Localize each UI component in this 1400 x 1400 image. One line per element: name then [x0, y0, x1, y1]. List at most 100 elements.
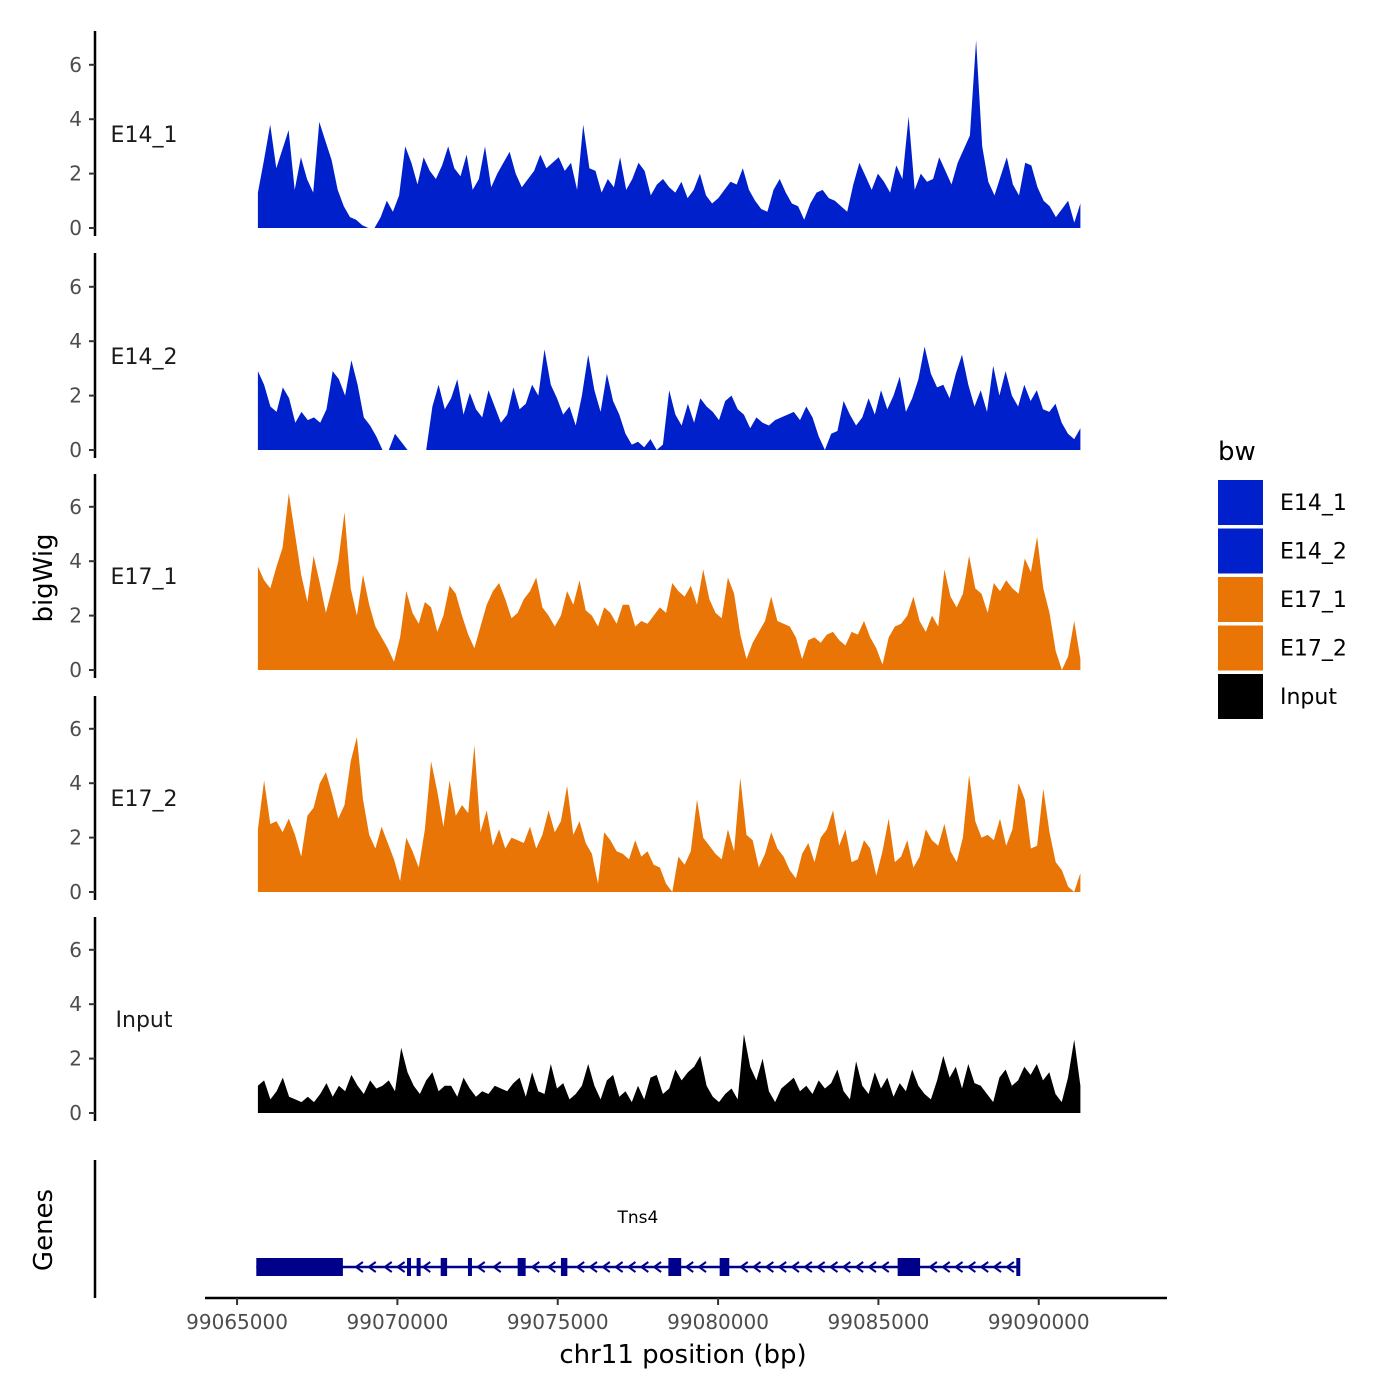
y-tick-label: 2 — [69, 384, 82, 408]
strand-arrow — [751, 1261, 762, 1273]
legend-swatch-E14_1 — [1218, 480, 1263, 525]
strand-arrow — [953, 1261, 964, 1273]
y-tick-label: 6 — [69, 53, 82, 77]
strand-arrow — [530, 1261, 540, 1273]
track-Input: 0 2 4 6 Input — [69, 917, 1081, 1125]
y-tick-label: 0 — [69, 1101, 82, 1125]
legend-label-E14_2: E14_2 — [1280, 540, 1347, 565]
strand-arrow — [492, 1261, 502, 1273]
y-tick-label: 4 — [69, 771, 82, 795]
strand-arrow — [880, 1261, 890, 1273]
track-E17_1: 0 2 4 6 E17_1 — [69, 474, 1081, 682]
x-axis-title: chr11 position (bp) — [559, 1340, 806, 1370]
y-tick-label: 0 — [69, 880, 82, 904]
y-tick-label: 6 — [69, 275, 82, 299]
y-tick-label: 2 — [69, 604, 82, 628]
track-label: E14_2 — [111, 345, 178, 370]
track-label: Input — [116, 1008, 173, 1033]
strand-arrow — [992, 1261, 1002, 1273]
legend: bw E14_1 E14_2 E17_1 E17_2 Input — [1218, 437, 1347, 719]
strand-arrow — [476, 1261, 486, 1273]
track-E17_2: 0 2 4 6 E17_2 — [69, 696, 1081, 904]
strand-arrow — [1005, 1261, 1015, 1273]
legend-swatch-E14_2 — [1218, 528, 1263, 574]
strand-arrow — [697, 1261, 707, 1273]
strand-arrow — [588, 1261, 598, 1273]
x-tick-label: 99070000 — [347, 1310, 449, 1334]
legend-title: bw — [1218, 437, 1256, 467]
strand-arrow — [421, 1261, 431, 1273]
legend-swatch-Input — [1218, 674, 1263, 719]
exon-block — [467, 1258, 472, 1276]
strand-arrow — [575, 1261, 585, 1273]
strand-arrow — [966, 1261, 976, 1273]
signal-area-E17_1 — [257, 493, 1081, 670]
strand-arrow — [764, 1261, 774, 1273]
exon-block — [440, 1258, 448, 1276]
strand-arrow — [790, 1261, 800, 1273]
legend-label-E17_2: E17_2 — [1280, 637, 1347, 662]
strand-arrow — [979, 1261, 989, 1273]
y-tick-label: 4 — [69, 549, 82, 573]
strand-arrow — [395, 1261, 406, 1273]
track-E14_2: 0 2 4 6 E14_2 — [69, 253, 1081, 462]
track-label: E14_1 — [111, 123, 178, 148]
gene-name-label: Tns4 — [616, 1208, 658, 1228]
y-tick-label: 4 — [69, 107, 82, 131]
genes-panel-title: Genes — [29, 1189, 59, 1271]
signal-area-E17_2 — [257, 737, 1081, 892]
bigwig-tracks: 0 2 4 6 E14_1 0 2 4 6 E14_2 0 2 4 6 E17_1 0 2 4 6 E17_2 0 2 4 6… — [69, 31, 1081, 1125]
y-tick-label: 4 — [69, 329, 82, 353]
strand-arrow — [841, 1261, 851, 1273]
exon-block — [719, 1258, 730, 1276]
x-axis: 99065000 99070000 99075000 99080000 99085000… — [186, 1296, 1167, 1334]
legend-swatch-E17_1 — [1218, 577, 1263, 622]
y-tick-label: 4 — [69, 992, 82, 1016]
strand-arrow — [867, 1261, 877, 1273]
legend-swatch-E17_2 — [1218, 625, 1263, 671]
y-tick-label: 6 — [69, 938, 82, 962]
y-tick-label: 0 — [69, 438, 82, 462]
strand-arrow — [684, 1261, 694, 1273]
strand-arrow — [639, 1261, 649, 1273]
strand-arrow — [354, 1261, 364, 1273]
strand-arrow — [815, 1261, 826, 1273]
exon-block — [560, 1258, 568, 1276]
exon-block — [517, 1258, 526, 1276]
track-E14_1: 0 2 4 6 E14_1 — [69, 31, 1081, 240]
strand-arrow — [546, 1261, 556, 1273]
strand-arrow — [626, 1261, 637, 1273]
exon-block — [407, 1258, 412, 1276]
gene-panel: Tns4 — [93, 1160, 1021, 1298]
y-tick-label: 0 — [69, 658, 82, 682]
legend-label-Input: Input — [1280, 685, 1337, 710]
y-tick-label: 2 — [69, 162, 82, 186]
x-tick-label: 99085000 — [828, 1310, 930, 1334]
signal-area-Input — [257, 1034, 1081, 1113]
exon-block — [256, 1258, 343, 1276]
x-tick-label: 99075000 — [507, 1310, 609, 1334]
y-tick-label: 0 — [69, 216, 82, 240]
y-axis-title: bigWig — [29, 533, 59, 622]
strand-arrow — [928, 1261, 938, 1273]
strand-arrow — [803, 1261, 813, 1273]
track-label: E17_2 — [111, 787, 178, 812]
strand-arrow — [828, 1261, 839, 1273]
exon-block — [897, 1258, 921, 1276]
signal-area-E14_2 — [257, 346, 1081, 450]
track-label: E17_1 — [111, 565, 178, 590]
strand-arrow — [854, 1261, 864, 1273]
x-tick-label: 99080000 — [667, 1310, 769, 1334]
y-tick-label: 6 — [69, 495, 82, 519]
y-tick-label: 2 — [69, 826, 82, 850]
exon-block — [1016, 1258, 1021, 1276]
strand-arrow — [941, 1261, 951, 1273]
strand-arrow — [383, 1261, 393, 1273]
strand-arrow — [613, 1261, 624, 1273]
strand-arrow — [367, 1261, 377, 1273]
y-tick-label: 6 — [69, 717, 82, 741]
strand-arrow — [652, 1261, 662, 1273]
exon-block — [416, 1258, 421, 1276]
y-tick-label: 2 — [69, 1047, 82, 1071]
